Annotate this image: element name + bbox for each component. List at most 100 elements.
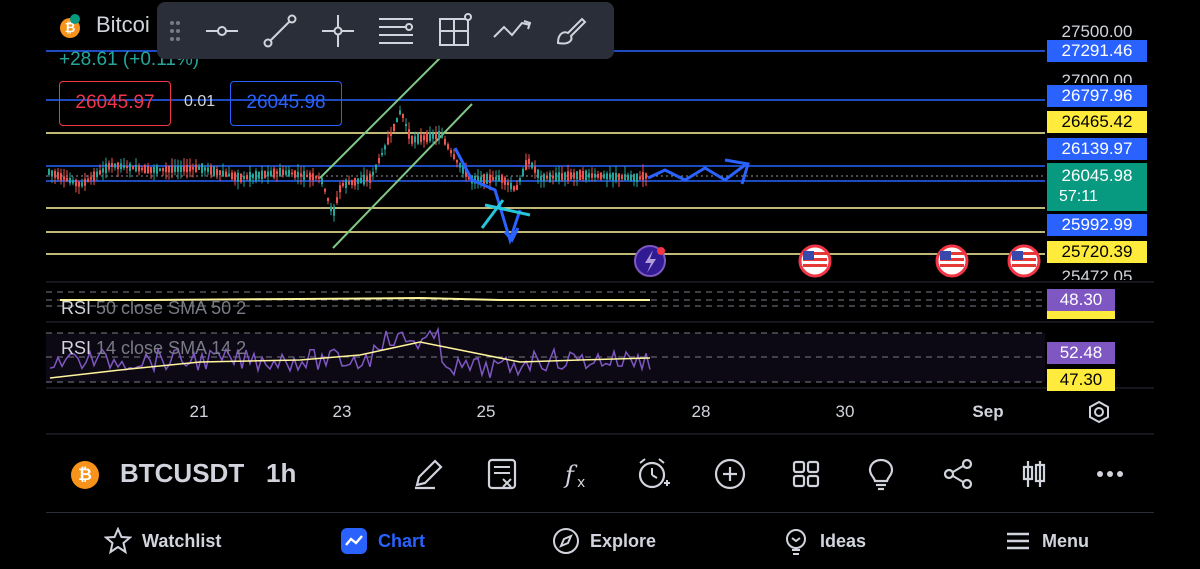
candle-body [519, 178, 521, 182]
candle-body [618, 173, 620, 180]
trend-line-tool-icon[interactable] [251, 2, 309, 59]
candle-body [537, 169, 539, 179]
ticker-button[interactable]: BTCUSDT [120, 458, 245, 488]
candle-body [54, 171, 56, 178]
horizontal-ray-tool-icon[interactable] [193, 2, 251, 59]
candle-body [231, 172, 233, 179]
bar-countdown: 57:11 [1059, 188, 1098, 205]
candle-body [114, 163, 116, 168]
price-label[interactable]: 25992.99 [1047, 214, 1147, 236]
candle-body [123, 165, 125, 169]
candle-body [126, 165, 128, 169]
price-label[interactable]: 27291.46 [1047, 40, 1147, 62]
rsi50-legend[interactable]: RSI 50 close SMA 50 2 [61, 298, 246, 319]
alarm-icon[interactable] [630, 445, 678, 503]
nav-explore[interactable]: Explore [552, 513, 656, 569]
price-label[interactable]: 25720.39 [1047, 241, 1147, 263]
plus-circle-icon[interactable] [706, 445, 754, 503]
zigzag-arrowhead [724, 158, 750, 185]
symbol-title[interactable]: Bitcoi [96, 12, 150, 37]
candle-body [294, 170, 296, 178]
candle-body [147, 166, 149, 174]
candle-body [285, 170, 287, 175]
rsi14-name: RSI [61, 338, 92, 358]
channel-upper-line[interactable] [319, 57, 441, 179]
price-tick: 27500.00 [1061, 22, 1133, 41]
channel-lower-line[interactable] [332, 103, 473, 249]
candle-body [264, 170, 266, 178]
candle-body [267, 171, 269, 177]
price-label[interactable]: 26465.42 [1047, 111, 1147, 133]
us-flag-icon[interactable] [798, 244, 832, 278]
candle-body [237, 172, 239, 182]
candle-body [243, 176, 245, 180]
projection-path-drawing[interactable] [453, 147, 522, 245]
candle-body [321, 177, 323, 185]
chart-canvas[interactable] [0, 0, 1200, 435]
candle-body [426, 132, 428, 143]
nav-watchlist[interactable]: Watchlist [104, 513, 221, 569]
candle-body [240, 173, 242, 183]
candle-body [273, 168, 275, 178]
candle-body [567, 171, 569, 181]
event-lightning-icon[interactable] [634, 245, 666, 277]
sell-button[interactable]: 26045.97 [59, 81, 171, 126]
chart-area[interactable]: ₿ Bitcoi +28.61 (+0.11%) 26045.97 0.01 2… [0, 0, 1200, 435]
candle-body [246, 174, 248, 180]
us-flag-icon[interactable] [1007, 244, 1041, 278]
candle-body [186, 164, 188, 173]
candle-body [528, 158, 530, 165]
candle-body [642, 172, 644, 180]
candle-body [312, 173, 314, 181]
candle-body [396, 117, 398, 123]
candle-body [60, 173, 62, 181]
candle-body [381, 152, 383, 156]
grid-icon[interactable] [782, 445, 830, 503]
interval-button[interactable]: 1h [266, 458, 297, 488]
candles-icon[interactable] [1010, 445, 1058, 503]
rsi50-sma-line [60, 296, 650, 301]
candle-body [84, 178, 86, 186]
candle-body [222, 170, 224, 177]
fib-retracement-tool-icon[interactable] [367, 2, 425, 59]
path-tool-icon[interactable] [483, 2, 541, 59]
crosshair-tool-icon[interactable] [309, 2, 367, 59]
more-icon[interactable] [1086, 445, 1134, 503]
candle-body [87, 178, 89, 182]
nav-chart[interactable]: Chart [340, 513, 425, 569]
candle-body [348, 181, 350, 185]
candle-body [480, 176, 482, 182]
compass-icon [553, 528, 579, 554]
candle-body [150, 167, 152, 173]
candle-body [225, 171, 227, 177]
note-icon[interactable] [478, 445, 526, 503]
nav-menu[interactable]: Menu [1004, 513, 1089, 569]
nav-ideas[interactable]: Ideas [782, 513, 866, 569]
long-position-tool-icon[interactable] [425, 2, 483, 59]
pencil-icon[interactable] [404, 445, 452, 503]
brush-tool-icon[interactable] [541, 2, 599, 59]
zigzag-forecast-drawing[interactable] [647, 163, 746, 182]
candle-body [210, 166, 212, 175]
candle-body [522, 168, 524, 177]
candle-body [594, 173, 596, 178]
candle-body [534, 166, 536, 173]
candle-body [234, 172, 236, 181]
candle-body [204, 167, 206, 171]
candle-body [624, 174, 626, 181]
bulb-icon[interactable] [857, 445, 905, 503]
us-flag-icon[interactable] [935, 244, 969, 278]
buy-button[interactable]: 26045.98 [230, 81, 342, 126]
price-label[interactable]: 26139.97 [1047, 138, 1147, 160]
bitcoin-symbol-icon[interactable]: ₿ [71, 461, 99, 489]
drag-handle-icon[interactable] [157, 2, 193, 59]
rsi14-legend[interactable]: RSI 14 close SMA 14 2 [61, 338, 246, 359]
status-dot [70, 14, 80, 24]
date-tick: 25 [476, 402, 496, 421]
share-icon[interactable] [934, 445, 982, 503]
candle-body [549, 172, 551, 182]
settings-icon[interactable] [1087, 400, 1111, 424]
price-label[interactable]: 26797.96 [1047, 85, 1147, 107]
